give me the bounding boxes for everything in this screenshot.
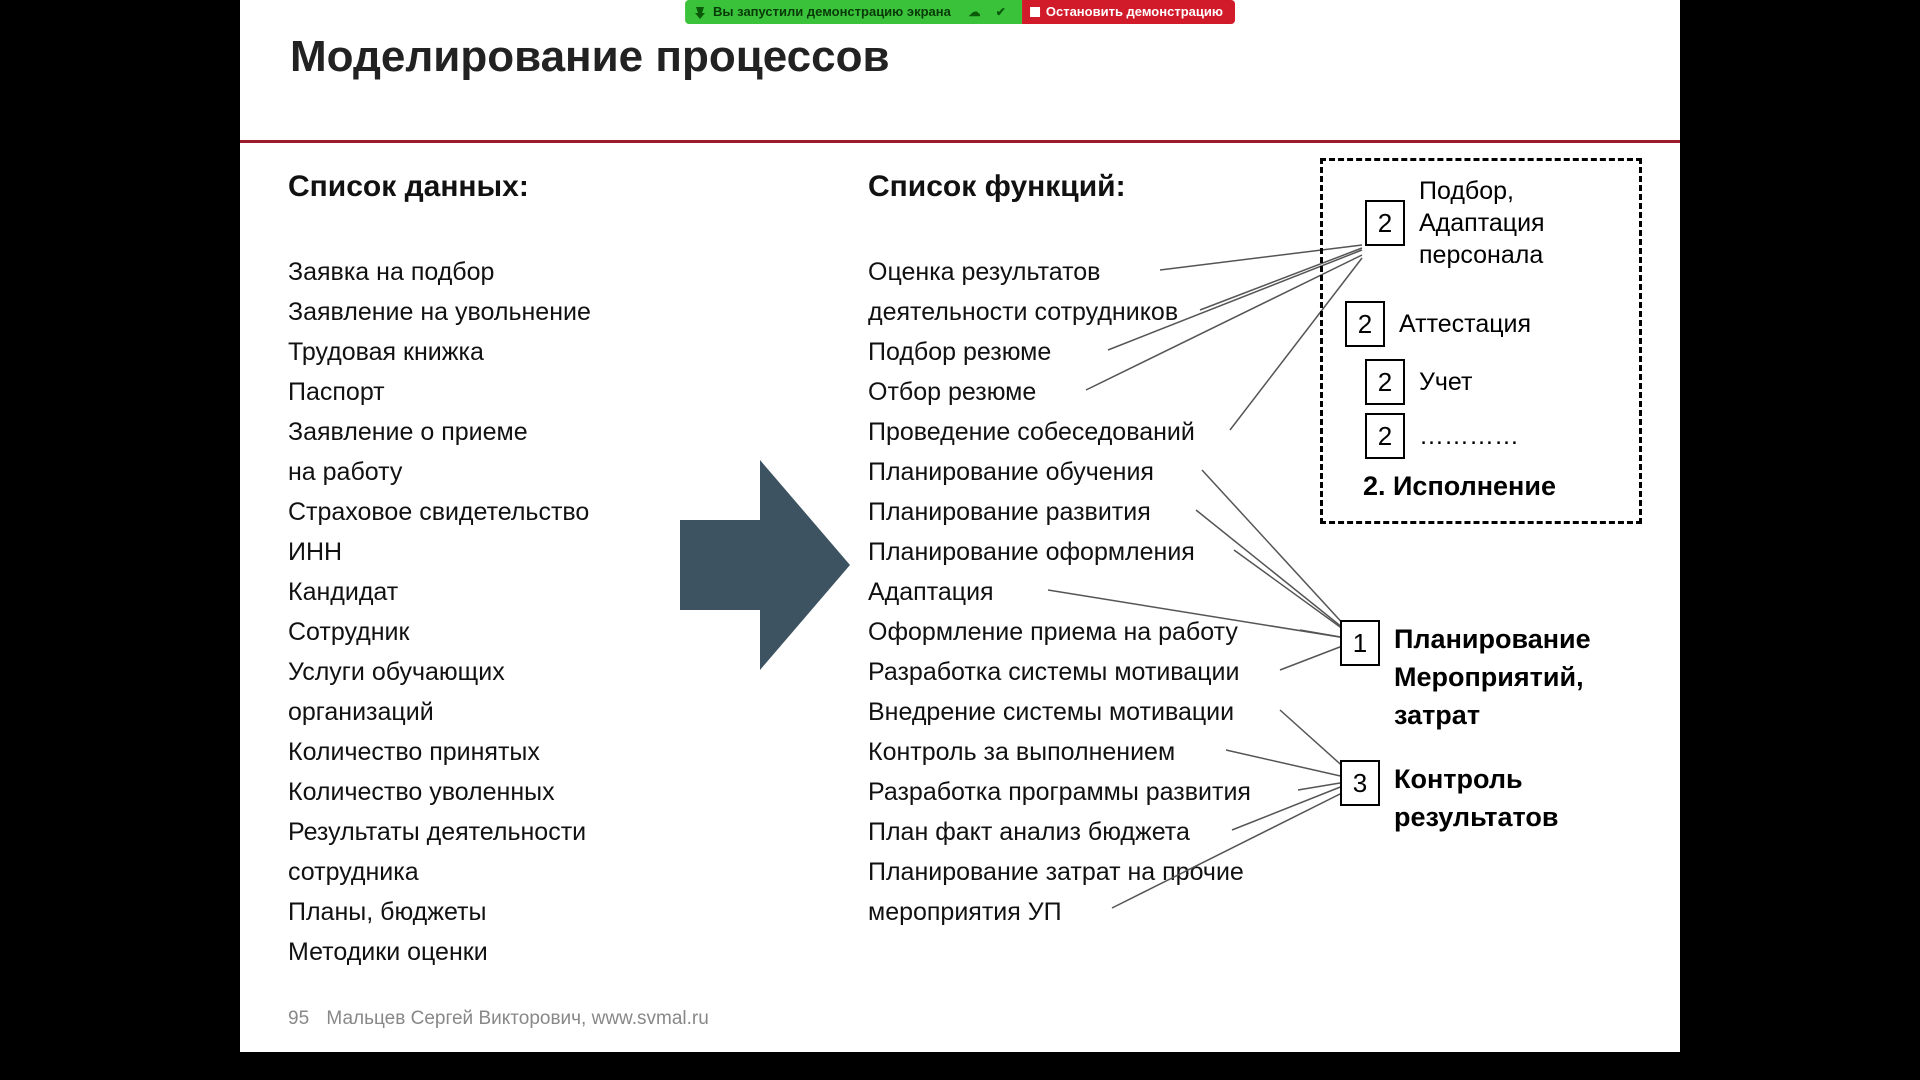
screen-share-banner: Вы запустили демонстрацию экрана ☁ ✔ Ост… (685, 0, 1235, 24)
share-status: Вы запустили демонстрацию экрана ☁ ✔ (685, 0, 1022, 24)
stop-share-button[interactable]: Остановить демонстрацию (1022, 0, 1235, 24)
process-node-label: Контроль результатов (1394, 760, 1559, 836)
share-icons: ☁ ✔ (968, 0, 1011, 24)
pin-icon (693, 4, 707, 18)
number-box: 2 (1365, 413, 1405, 459)
execution-row-label: ………… (1419, 420, 1519, 452)
execution-row: 2 Аттестация (1345, 301, 1531, 347)
data-list-heading: Список данных: (288, 170, 529, 204)
number-box: 2 (1365, 200, 1405, 246)
title-rule (240, 140, 1680, 143)
execution-row: 2 Подбор, Адаптация персонала (1365, 175, 1545, 271)
slide-footer: 95 Мальцев Сергей Викторович, www.svmal.… (288, 1008, 709, 1030)
execution-group-box: 2. Исполнение 2 Подбор, Адаптация персона… (1320, 158, 1642, 524)
footer-credit: Мальцев Сергей Викторович, www.svmal.ru (326, 1008, 708, 1029)
number-box: 3 (1340, 760, 1380, 806)
page-number: 95 (288, 1008, 309, 1029)
data-list: Заявка на подбор Заявление на увольнение… (288, 252, 708, 972)
process-node: 3 Контроль результатов (1340, 760, 1559, 836)
func-list-heading: Список функций: (868, 170, 1126, 204)
func-list: Оценка результатов деятельности сотрудни… (868, 252, 1348, 932)
number-box: 1 (1340, 620, 1380, 666)
execution-row-label: Учет (1419, 366, 1472, 398)
execution-row: 2 ………… (1365, 413, 1519, 459)
execution-row-label: Аттестация (1399, 308, 1531, 340)
process-node: 1 Планирование Мероприятий, затрат (1340, 620, 1591, 734)
execution-row: 2 Учет (1365, 359, 1472, 405)
slide-stage: Вы запустили демонстрацию экрана ☁ ✔ Ост… (240, 0, 1680, 1052)
number-box: 2 (1365, 359, 1405, 405)
slide-title: Моделирование процессов (290, 32, 890, 82)
stop-share-label: Остановить демонстрацию (1046, 4, 1223, 19)
process-node-label: Планирование Мероприятий, затрат (1394, 620, 1591, 734)
arrow-icon (680, 460, 850, 675)
share-status-text: Вы запустили демонстрацию экрана (713, 4, 951, 19)
execution-group-title: 2. Исполнение (1363, 471, 1556, 502)
number-box: 2 (1345, 301, 1385, 347)
execution-row-label: Подбор, Адаптация персонала (1419, 175, 1545, 271)
